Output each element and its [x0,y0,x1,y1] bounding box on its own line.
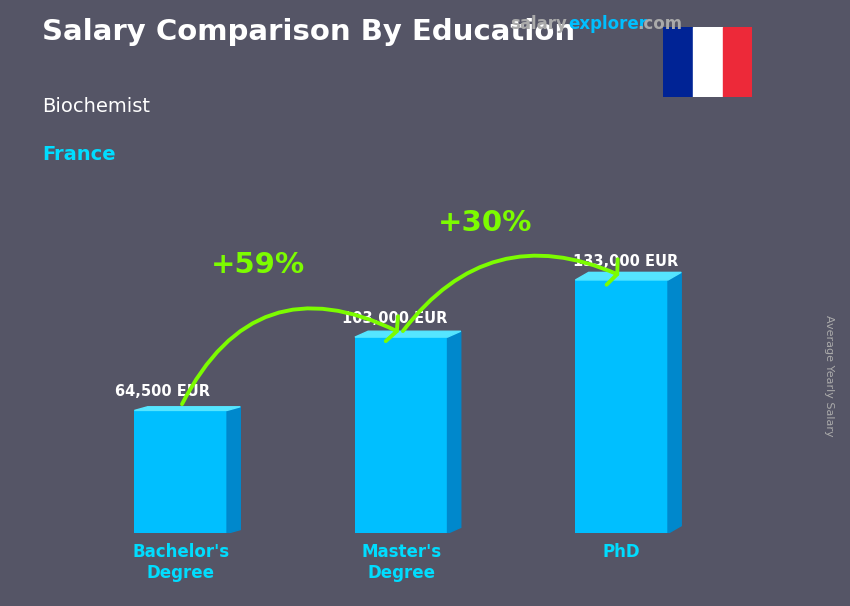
Text: 103,000 EUR: 103,000 EUR [342,311,447,325]
Bar [663,27,693,97]
Polygon shape [227,407,241,533]
Polygon shape [668,272,681,533]
Text: salary: salary [510,15,567,33]
Text: Salary Comparison By Education: Salary Comparison By Education [42,18,575,46]
Text: Average Yearly Salary: Average Yearly Salary [824,315,834,436]
FancyBboxPatch shape [134,410,227,533]
Polygon shape [355,331,461,337]
Text: +30%: +30% [438,209,532,237]
FancyBboxPatch shape [575,280,668,533]
Text: .com: .com [638,15,683,33]
Bar [722,27,752,97]
Polygon shape [575,272,681,280]
Text: France: France [42,145,116,164]
Text: 64,500 EUR: 64,500 EUR [115,384,210,399]
Polygon shape [447,331,461,533]
Text: 133,000 EUR: 133,000 EUR [573,253,678,268]
Text: +59%: +59% [211,251,305,279]
Text: Biochemist: Biochemist [42,97,150,116]
Bar [693,27,722,97]
Text: explorer: explorer [568,15,647,33]
FancyBboxPatch shape [355,337,447,533]
Polygon shape [134,407,241,410]
